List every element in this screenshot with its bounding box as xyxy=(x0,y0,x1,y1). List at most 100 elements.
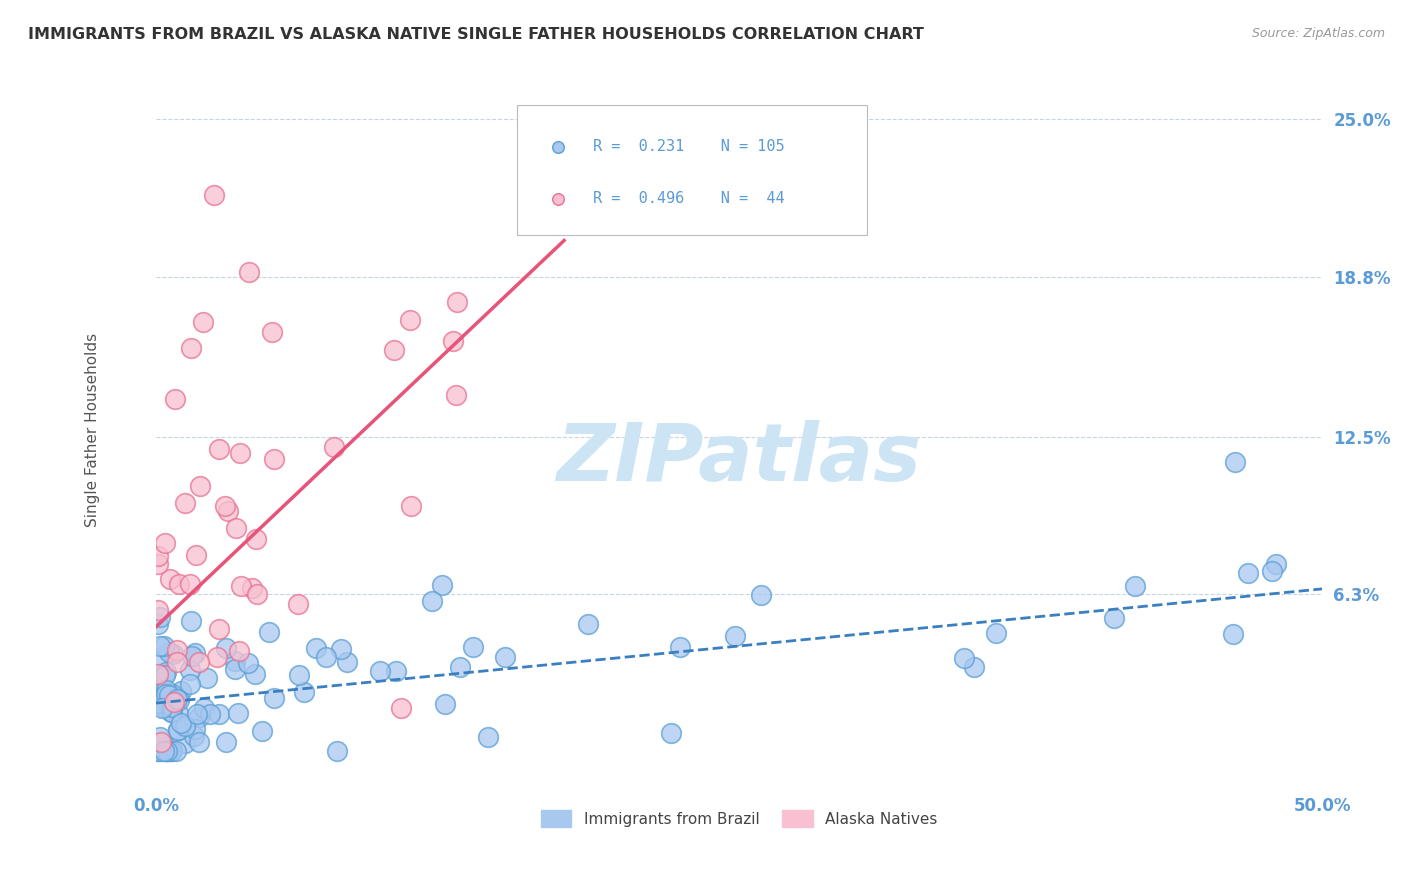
Point xyxy=(153,668,176,682)
Point xyxy=(188,656,211,670)
Point xyxy=(153,739,176,754)
Point xyxy=(167,723,190,738)
Point xyxy=(749,588,772,602)
Point xyxy=(148,744,170,758)
Point xyxy=(153,536,176,550)
Point xyxy=(157,688,180,702)
Point xyxy=(184,723,207,737)
Point xyxy=(195,671,218,685)
Point xyxy=(441,334,464,348)
Point xyxy=(156,744,179,758)
Point xyxy=(155,683,177,698)
Point xyxy=(150,744,173,758)
Point xyxy=(155,744,177,758)
Point xyxy=(1104,611,1126,625)
Point xyxy=(159,702,181,716)
Point xyxy=(166,691,188,706)
Point xyxy=(193,701,215,715)
Point xyxy=(224,654,246,668)
Point xyxy=(148,617,170,632)
Text: R =  0.496    N =  44: R = 0.496 N = 44 xyxy=(593,191,785,206)
Point xyxy=(399,313,422,327)
Point xyxy=(576,617,599,632)
Point xyxy=(287,597,309,611)
Point xyxy=(179,663,201,677)
Point xyxy=(160,744,183,758)
Point xyxy=(724,629,747,643)
Point xyxy=(163,695,186,709)
Point xyxy=(153,744,176,758)
Point xyxy=(208,442,231,456)
Point xyxy=(159,744,181,758)
Point xyxy=(444,387,467,401)
Point xyxy=(214,640,236,655)
Point xyxy=(229,445,252,459)
Point xyxy=(986,626,1008,640)
Point xyxy=(208,707,231,722)
Point xyxy=(430,578,453,592)
Point xyxy=(323,440,346,454)
Point xyxy=(260,326,283,340)
Point xyxy=(186,548,208,562)
Y-axis label: Single Father Households: Single Father Households xyxy=(86,334,100,527)
Point xyxy=(449,660,471,674)
Point xyxy=(148,558,170,572)
Point xyxy=(326,744,349,758)
Point xyxy=(160,705,183,719)
Point xyxy=(157,645,180,659)
Point xyxy=(179,677,201,691)
Point xyxy=(160,699,183,714)
Point xyxy=(179,576,201,591)
Point xyxy=(153,744,176,758)
Point xyxy=(149,735,172,749)
Point xyxy=(169,576,191,591)
Point xyxy=(477,730,499,744)
FancyBboxPatch shape xyxy=(517,104,868,235)
Point xyxy=(149,640,172,654)
Point xyxy=(180,614,202,628)
Point xyxy=(250,723,273,738)
Point xyxy=(148,736,170,750)
Point xyxy=(669,640,692,655)
Point xyxy=(245,587,267,601)
Point xyxy=(148,666,170,681)
Point xyxy=(150,740,173,755)
Point xyxy=(389,701,412,715)
Point xyxy=(659,726,682,740)
Point xyxy=(953,651,976,665)
Point xyxy=(263,451,285,466)
Point xyxy=(461,640,484,655)
Point xyxy=(166,643,188,657)
Point xyxy=(149,681,172,696)
Point xyxy=(162,687,184,701)
Point xyxy=(385,664,408,678)
Point xyxy=(167,693,190,707)
Point xyxy=(188,710,211,724)
Point xyxy=(200,706,222,721)
Point xyxy=(238,656,260,670)
Point xyxy=(149,609,172,624)
Point xyxy=(217,504,239,518)
Text: IMMIGRANTS FROM BRAZIL VS ALASKA NATIVE SINGLE FATHER HOUSEHOLDS CORRELATION CHA: IMMIGRANTS FROM BRAZIL VS ALASKA NATIVE … xyxy=(28,27,924,42)
Point xyxy=(186,707,208,722)
Point xyxy=(963,660,986,674)
Point xyxy=(1222,627,1244,641)
Point xyxy=(292,685,315,699)
Point xyxy=(148,652,170,666)
Text: Source: ZipAtlas.com: Source: ZipAtlas.com xyxy=(1251,27,1385,40)
Point xyxy=(156,744,179,758)
Point xyxy=(166,706,188,720)
Point xyxy=(263,690,285,705)
Point xyxy=(494,650,516,665)
Point xyxy=(243,667,266,681)
Point xyxy=(368,665,391,679)
Point xyxy=(162,705,184,719)
Point xyxy=(226,706,249,720)
Point xyxy=(173,736,195,750)
Point xyxy=(148,668,170,682)
Point xyxy=(1237,566,1260,580)
Point xyxy=(149,740,172,755)
Point xyxy=(170,715,193,730)
Point xyxy=(191,315,214,329)
Point xyxy=(240,582,263,596)
